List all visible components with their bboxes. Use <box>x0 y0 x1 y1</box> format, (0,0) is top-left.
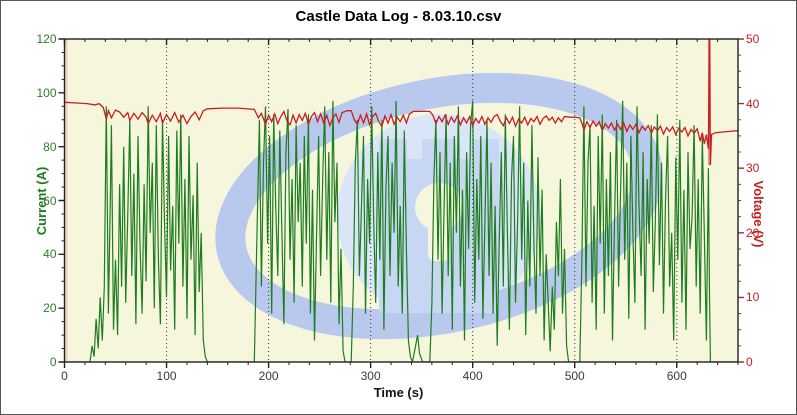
x-tick-label: 100 <box>156 369 177 383</box>
x-tick-label: 400 <box>462 369 483 383</box>
left-tick-label: 0 <box>49 355 57 369</box>
left-tick-label: 80 <box>43 139 57 154</box>
left-tick-label: 40 <box>43 247 57 262</box>
x-tick-label: 500 <box>564 369 585 383</box>
x-tick-label: 600 <box>666 369 687 383</box>
current-trace <box>64 100 738 362</box>
right-tick-label: 20 <box>746 225 760 240</box>
right-tick-label: 30 <box>746 161 760 176</box>
voltage-trace <box>64 39 738 166</box>
right-tick-label: 0 <box>746 355 753 369</box>
left-tick-label: 60 <box>43 193 57 208</box>
x-tick-label: 0 <box>61 369 68 383</box>
plot-frame <box>63 38 739 363</box>
right-tick-label: 10 <box>746 290 760 305</box>
x-tick-label: 300 <box>360 369 381 383</box>
chart-title: Castle Data Log - 8.03.10.csv <box>295 8 502 25</box>
x-axis-title: Time (s) <box>373 385 424 400</box>
x-tick-label: 200 <box>258 369 279 383</box>
right-tick-label: 50 <box>746 32 760 46</box>
left-tick-label: 120 <box>36 32 57 46</box>
right-tick-label: 40 <box>746 96 760 111</box>
left-tick-label: 100 <box>36 85 57 100</box>
left-tick-label: 20 <box>43 301 57 316</box>
